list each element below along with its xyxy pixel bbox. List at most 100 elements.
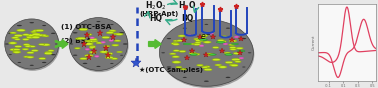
Ellipse shape [86, 34, 92, 35]
Ellipse shape [116, 51, 122, 53]
Ellipse shape [160, 19, 253, 86]
Ellipse shape [218, 66, 227, 68]
Text: (1) OTC-BSA: (1) OTC-BSA [61, 24, 112, 30]
Ellipse shape [23, 44, 30, 46]
Ellipse shape [105, 56, 113, 59]
Ellipse shape [109, 40, 113, 41]
Ellipse shape [42, 25, 46, 26]
Ellipse shape [42, 44, 50, 46]
Ellipse shape [96, 42, 103, 44]
Ellipse shape [39, 58, 46, 60]
Ellipse shape [223, 43, 228, 45]
Ellipse shape [221, 36, 228, 38]
Ellipse shape [90, 37, 94, 39]
Ellipse shape [171, 43, 179, 45]
Ellipse shape [31, 50, 38, 52]
Ellipse shape [92, 40, 98, 42]
Ellipse shape [201, 66, 208, 68]
Ellipse shape [111, 58, 118, 60]
Ellipse shape [85, 48, 90, 50]
Ellipse shape [90, 38, 97, 40]
Ellipse shape [194, 53, 200, 55]
Text: BQ: BQ [181, 14, 194, 23]
Ellipse shape [27, 34, 35, 36]
Ellipse shape [70, 43, 73, 45]
Ellipse shape [79, 28, 88, 31]
Ellipse shape [48, 50, 54, 52]
Ellipse shape [51, 33, 56, 34]
Ellipse shape [113, 33, 119, 35]
Ellipse shape [85, 40, 91, 42]
Ellipse shape [94, 55, 99, 57]
Ellipse shape [70, 19, 129, 72]
Ellipse shape [33, 30, 39, 32]
Ellipse shape [194, 38, 200, 40]
Ellipse shape [83, 24, 87, 25]
FancyArrow shape [60, 40, 68, 48]
Ellipse shape [224, 52, 230, 54]
Ellipse shape [204, 81, 209, 82]
Ellipse shape [173, 43, 180, 45]
Ellipse shape [229, 40, 237, 42]
Y-axis label: Current: Current [312, 34, 316, 50]
Ellipse shape [74, 47, 81, 49]
Ellipse shape [179, 50, 186, 52]
Text: e$^-$: e$^-$ [200, 32, 212, 42]
Ellipse shape [101, 41, 105, 43]
Ellipse shape [229, 64, 238, 66]
Ellipse shape [231, 43, 239, 45]
Ellipse shape [42, 62, 46, 63]
Ellipse shape [173, 50, 180, 52]
Ellipse shape [89, 51, 96, 53]
Ellipse shape [229, 44, 235, 46]
Ellipse shape [13, 49, 20, 51]
Ellipse shape [10, 32, 16, 34]
Ellipse shape [177, 40, 183, 42]
Ellipse shape [226, 77, 230, 78]
Ellipse shape [229, 47, 236, 48]
Ellipse shape [172, 56, 180, 58]
Ellipse shape [110, 24, 114, 25]
Ellipse shape [36, 29, 44, 32]
Ellipse shape [199, 39, 207, 40]
Ellipse shape [183, 43, 191, 45]
Ellipse shape [85, 54, 93, 57]
Ellipse shape [204, 66, 210, 68]
Ellipse shape [89, 47, 95, 49]
Ellipse shape [73, 55, 77, 56]
Ellipse shape [8, 33, 12, 34]
Ellipse shape [203, 41, 211, 43]
Ellipse shape [75, 38, 81, 40]
Ellipse shape [176, 66, 182, 68]
Ellipse shape [5, 19, 59, 69]
Ellipse shape [34, 34, 43, 36]
Ellipse shape [96, 21, 101, 22]
Ellipse shape [230, 48, 237, 50]
Ellipse shape [187, 34, 191, 36]
Ellipse shape [102, 36, 110, 39]
Ellipse shape [242, 38, 246, 39]
Ellipse shape [15, 45, 22, 48]
Ellipse shape [212, 59, 220, 61]
Ellipse shape [39, 44, 45, 45]
Ellipse shape [248, 52, 251, 53]
Ellipse shape [26, 35, 34, 37]
Ellipse shape [22, 38, 29, 40]
Ellipse shape [25, 45, 33, 47]
Ellipse shape [233, 52, 241, 54]
Ellipse shape [30, 65, 34, 66]
Ellipse shape [110, 63, 114, 64]
Ellipse shape [200, 45, 204, 47]
Ellipse shape [201, 35, 208, 37]
Text: H$_2$O: H$_2$O [178, 0, 197, 12]
Ellipse shape [114, 40, 121, 42]
Ellipse shape [238, 50, 245, 52]
Ellipse shape [10, 49, 17, 51]
Ellipse shape [167, 38, 171, 39]
Ellipse shape [26, 56, 34, 58]
Ellipse shape [9, 54, 12, 55]
Ellipse shape [104, 45, 110, 47]
Ellipse shape [45, 51, 52, 54]
Ellipse shape [89, 46, 96, 47]
Ellipse shape [77, 37, 86, 39]
